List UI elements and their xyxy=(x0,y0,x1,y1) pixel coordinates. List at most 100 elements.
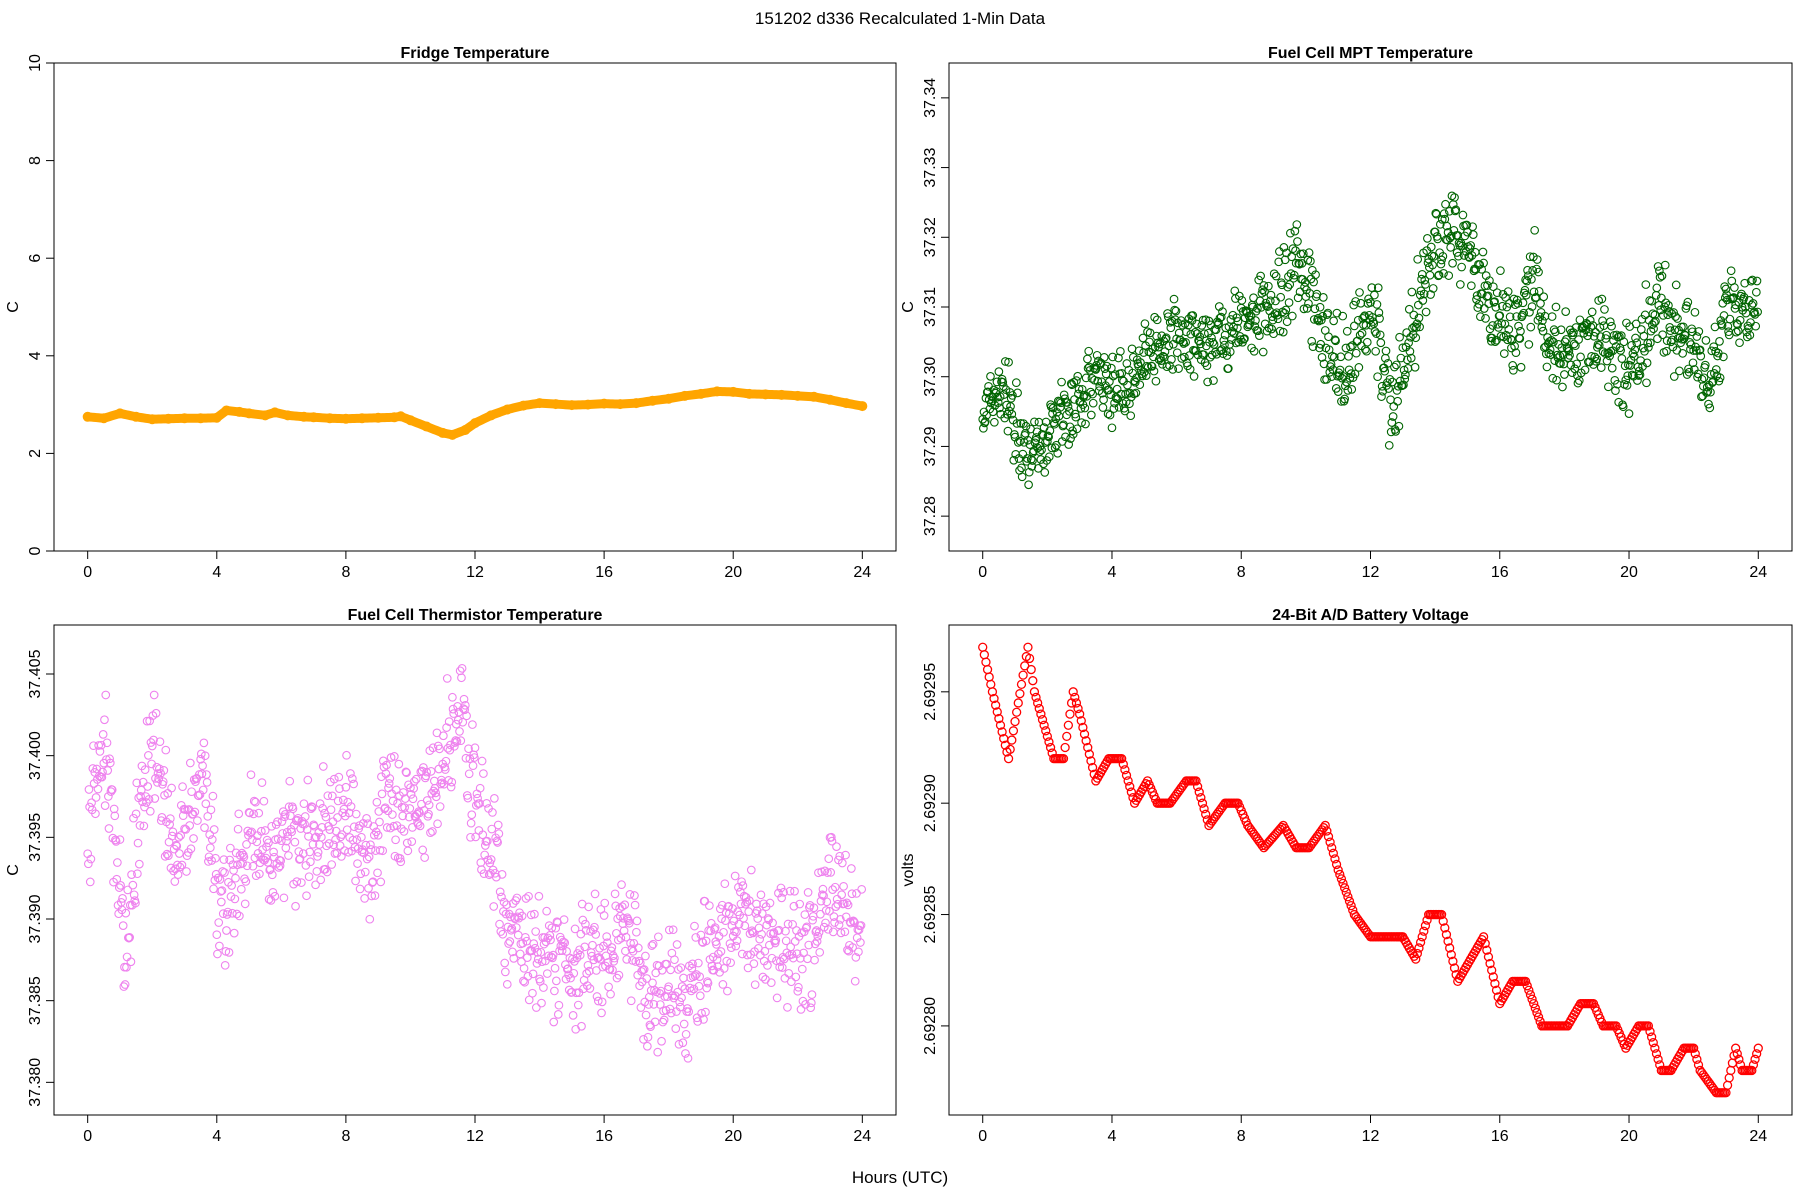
data-point xyxy=(110,811,120,821)
data-point xyxy=(1586,322,1596,332)
data-point xyxy=(1596,363,1606,372)
data-point xyxy=(1169,294,1179,304)
data-point xyxy=(179,413,190,424)
data-point xyxy=(1508,361,1518,370)
data-point xyxy=(743,963,753,973)
data-point xyxy=(582,969,592,978)
data-point xyxy=(1028,676,1038,686)
data-point xyxy=(1392,360,1401,370)
data-point xyxy=(307,803,317,812)
data-point xyxy=(1715,337,1724,346)
data-point xyxy=(534,891,544,901)
data-point xyxy=(382,823,392,832)
data-point xyxy=(1058,753,1069,764)
data-point xyxy=(442,674,452,683)
data-point xyxy=(1529,287,1539,297)
data-point xyxy=(653,932,663,942)
data-point xyxy=(569,968,579,978)
data-point xyxy=(362,814,371,823)
data-point xyxy=(220,960,230,970)
data-point xyxy=(1170,305,1180,315)
data-point xyxy=(1234,291,1244,301)
data-point xyxy=(1650,1043,1660,1053)
data-point xyxy=(1126,787,1137,797)
data-point xyxy=(686,986,696,996)
data-point xyxy=(409,784,419,793)
data-point xyxy=(491,872,501,882)
data-point xyxy=(831,902,841,911)
data-point xyxy=(447,777,457,787)
data-point xyxy=(1123,380,1132,390)
data-point xyxy=(182,867,191,876)
data-point xyxy=(1525,252,1535,262)
data-point xyxy=(1407,287,1417,297)
data-point xyxy=(1338,878,1348,889)
data-point xyxy=(325,825,335,834)
data-point xyxy=(502,404,513,415)
data-point xyxy=(1315,343,1324,353)
data-point xyxy=(1436,259,1446,269)
data-point xyxy=(532,959,542,968)
data-point xyxy=(836,928,846,938)
data-point xyxy=(1004,357,1013,367)
data-point xyxy=(852,889,861,898)
data-point xyxy=(1120,765,1130,775)
y-tick-label: 2.69285 xyxy=(922,886,939,944)
data-point xyxy=(1109,404,1119,413)
data-point xyxy=(143,782,153,791)
data-point xyxy=(1752,1049,1762,1059)
data-point xyxy=(1641,280,1651,289)
y-tick-label: 37.395 xyxy=(27,813,44,862)
data-point xyxy=(808,915,817,925)
data-point xyxy=(1347,385,1357,394)
data-point xyxy=(233,824,243,834)
data-point xyxy=(716,947,726,956)
data-point xyxy=(641,1010,651,1020)
data-point xyxy=(132,778,142,788)
data-point xyxy=(208,791,218,801)
data-point xyxy=(642,974,652,983)
data-point xyxy=(756,890,766,900)
data-point xyxy=(504,939,513,948)
data-point xyxy=(1527,302,1537,311)
data-point xyxy=(1632,338,1642,348)
data-point xyxy=(455,666,465,676)
data-point xyxy=(242,840,251,849)
data-point xyxy=(1013,388,1022,398)
panel-title: Fridge Temperature xyxy=(400,45,549,62)
data-point xyxy=(1318,293,1328,302)
data-point xyxy=(171,840,181,850)
data-point xyxy=(1457,262,1466,272)
data-point xyxy=(341,782,351,792)
data-point xyxy=(806,998,816,1008)
data-point xyxy=(230,894,240,904)
data-point xyxy=(1069,377,1079,387)
y-axis-label: C xyxy=(5,864,22,876)
data-point xyxy=(265,865,275,875)
data-point xyxy=(683,1053,693,1063)
data-point xyxy=(1367,283,1377,292)
data-point xyxy=(1696,351,1706,361)
data-point xyxy=(1369,319,1379,328)
data-point xyxy=(536,947,546,957)
data-point xyxy=(1642,378,1651,388)
data-point xyxy=(681,1029,691,1039)
data-point xyxy=(823,924,833,934)
data-point xyxy=(326,805,336,815)
data-point xyxy=(1267,324,1276,334)
data-point xyxy=(86,854,96,864)
data-point xyxy=(560,938,570,948)
data-point xyxy=(420,853,429,862)
data-point xyxy=(1080,403,1090,413)
data-point xyxy=(757,929,766,939)
data-point xyxy=(540,933,550,942)
data-point xyxy=(591,930,601,939)
data-point xyxy=(794,982,803,992)
data-point xyxy=(1658,330,1667,340)
data-point xyxy=(528,969,538,979)
data-point xyxy=(1417,932,1427,942)
data-point xyxy=(1229,322,1238,332)
data-point xyxy=(211,412,222,423)
data-point xyxy=(619,926,629,936)
data-point xyxy=(281,843,291,853)
